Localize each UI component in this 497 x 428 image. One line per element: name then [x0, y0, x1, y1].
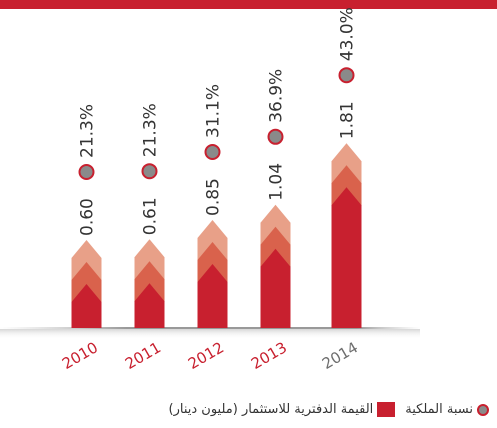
ownership-label: 36.9%: [267, 69, 287, 123]
x-tick-label: 2012: [185, 338, 227, 373]
ownership-marker: [141, 163, 158, 180]
x-tick-label: 2014: [319, 338, 361, 373]
ownership-label: 21.3%: [78, 104, 98, 158]
ownership-label: 31.1%: [204, 84, 224, 138]
bar-layer: [331, 187, 362, 328]
value-label: 0.85: [204, 178, 224, 216]
bar-layer: [197, 264, 228, 328]
legend-swatch: [477, 403, 489, 416]
bar-layer: [71, 284, 102, 328]
legend-swatch: [377, 402, 396, 417]
legend-label: نسبة الملكية: [405, 402, 473, 417]
ownership-label: 21.3%: [141, 103, 161, 157]
baseline-shadow: [0, 329, 420, 339]
ownership-marker: [267, 128, 284, 145]
value-label: 1.04: [267, 163, 287, 201]
bar: [331, 143, 362, 328]
value-label: 0.60: [78, 198, 98, 236]
bar-layer: [260, 248, 291, 328]
ownership-marker: [204, 144, 221, 160]
bar: [134, 239, 165, 328]
bar: [197, 220, 228, 328]
legend: نسبة الملكية القيمة الدفترية للاستثمار (…: [169, 402, 489, 417]
x-tick-label: 2013: [248, 338, 290, 373]
ownership-marker: [338, 67, 355, 84]
top-band: [0, 0, 497, 9]
ownership-label: 43.0%: [338, 7, 358, 61]
bar: [71, 240, 102, 328]
x-tick-label: 2010: [59, 338, 101, 373]
bar: [260, 204, 291, 328]
value-label: 0.61: [141, 197, 161, 235]
x-tick-label: 2011: [122, 338, 164, 373]
bar-layer: [134, 283, 165, 328]
ownership-marker: [78, 164, 95, 180]
value-label: 1.81: [338, 101, 358, 139]
legend-label: القيمة الدفترية للاستثمار (مليون دينار): [168, 402, 374, 417]
